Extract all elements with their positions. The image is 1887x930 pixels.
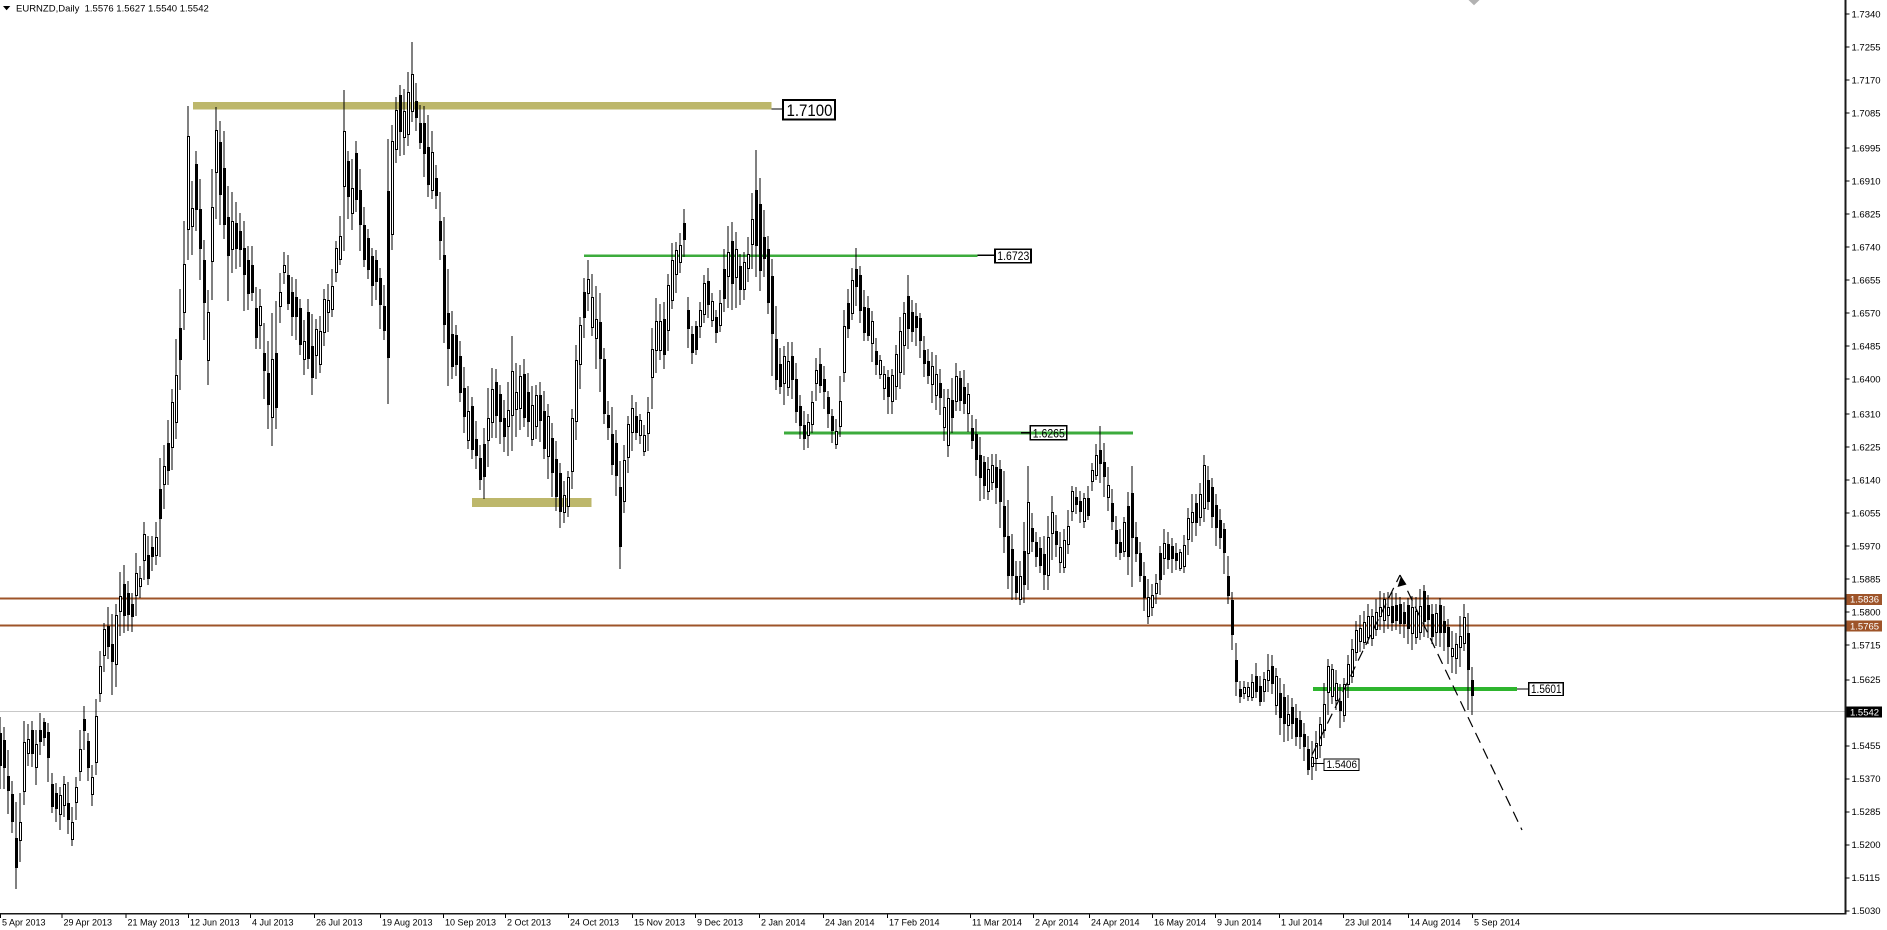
svg-text:24 Oct 2013: 24 Oct 2013: [570, 917, 619, 927]
svg-text:4 Jul 2013: 4 Jul 2013: [252, 917, 294, 927]
svg-text:1.5601: 1.5601: [1531, 684, 1562, 696]
svg-text:1.5455: 1.5455: [1852, 741, 1881, 752]
svg-text:1.6723: 1.6723: [997, 251, 1029, 263]
svg-text:12 Jun 2013: 12 Jun 2013: [190, 917, 240, 927]
svg-text:1.6655: 1.6655: [1852, 275, 1881, 286]
svg-text:1.7085: 1.7085: [1852, 108, 1881, 119]
svg-text:1.5885: 1.5885: [1852, 574, 1881, 585]
svg-text:10 Sep 2013: 10 Sep 2013: [445, 917, 496, 927]
svg-text:9 Dec 2013: 9 Dec 2013: [697, 917, 743, 927]
svg-text:1.6140: 1.6140: [1852, 475, 1881, 486]
svg-text:11 Mar 2014: 11 Mar 2014: [972, 917, 1022, 927]
svg-text:2 Apr 2014: 2 Apr 2014: [1035, 917, 1079, 927]
svg-text:1.7100: 1.7100: [787, 101, 833, 120]
svg-text:26 Jul 2013: 26 Jul 2013: [316, 917, 363, 927]
svg-text:1.5200: 1.5200: [1852, 840, 1881, 851]
svg-text:1.7255: 1.7255: [1852, 42, 1881, 53]
svg-text:1.6570: 1.6570: [1852, 308, 1881, 319]
svg-text:2 Jan 2014: 2 Jan 2014: [761, 917, 806, 927]
svg-text:1.6910: 1.6910: [1852, 176, 1881, 187]
svg-text:16 May 2014: 16 May 2014: [1154, 917, 1206, 927]
svg-text:19 Aug 2013: 19 Aug 2013: [382, 917, 433, 927]
svg-text:5 Sep 2014: 5 Sep 2014: [1474, 917, 1520, 927]
svg-text:9 Jun 2014: 9 Jun 2014: [1217, 917, 1262, 927]
svg-text:1.7340: 1.7340: [1852, 9, 1881, 20]
svg-text:1.5625: 1.5625: [1852, 675, 1881, 686]
svg-text:24 Jan 2014: 24 Jan 2014: [825, 917, 875, 927]
svg-text:1.5836: 1.5836: [1850, 595, 1879, 606]
svg-text:15 Nov 2013: 15 Nov 2013: [634, 917, 685, 927]
svg-text:23 Jul 2014: 23 Jul 2014: [1345, 917, 1392, 927]
svg-text:14 Aug 2014: 14 Aug 2014: [1410, 917, 1461, 927]
svg-text:1.7170: 1.7170: [1852, 75, 1881, 86]
svg-text:1.6055: 1.6055: [1852, 508, 1881, 519]
svg-text:1 Jul 2014: 1 Jul 2014: [1281, 917, 1323, 927]
svg-text:1.6310: 1.6310: [1852, 409, 1881, 420]
svg-text:1.6225: 1.6225: [1852, 442, 1881, 453]
svg-text:21 May 2013: 21 May 2013: [128, 917, 180, 927]
svg-text:24 Apr 2014: 24 Apr 2014: [1091, 917, 1140, 927]
svg-text:17 Feb 2014: 17 Feb 2014: [889, 917, 940, 927]
svg-text:1.5970: 1.5970: [1852, 541, 1881, 552]
svg-text:5 Apr 2013: 5 Apr 2013: [2, 917, 46, 927]
svg-text:1.6995: 1.6995: [1852, 143, 1881, 154]
svg-text:1.5030: 1.5030: [1852, 906, 1881, 917]
svg-text:1.5765: 1.5765: [1850, 622, 1879, 633]
svg-text:2 Oct 2013: 2 Oct 2013: [507, 917, 551, 927]
svg-text:1.5370: 1.5370: [1852, 774, 1881, 785]
svg-text:1.6265: 1.6265: [1033, 428, 1065, 440]
svg-text:1.5800: 1.5800: [1852, 607, 1881, 618]
svg-text:1.6825: 1.6825: [1852, 209, 1881, 220]
svg-text:1.5285: 1.5285: [1852, 807, 1881, 818]
svg-text:29 Apr 2013: 29 Apr 2013: [64, 917, 113, 927]
svg-text:1.5715: 1.5715: [1852, 640, 1881, 651]
svg-text:1.5542: 1.5542: [1850, 707, 1879, 718]
svg-text:1.6400: 1.6400: [1852, 374, 1881, 385]
svg-text:1.6485: 1.6485: [1852, 341, 1881, 352]
svg-text:1.5406: 1.5406: [1327, 759, 1358, 771]
svg-text:EURNZD,Daily 1.5576 1.5627 1.: EURNZD,Daily 1.5576 1.5627 1.5540 1.5542: [16, 3, 209, 14]
svg-text:1.5115: 1.5115: [1852, 873, 1880, 884]
svg-text:1.6740: 1.6740: [1852, 242, 1881, 253]
